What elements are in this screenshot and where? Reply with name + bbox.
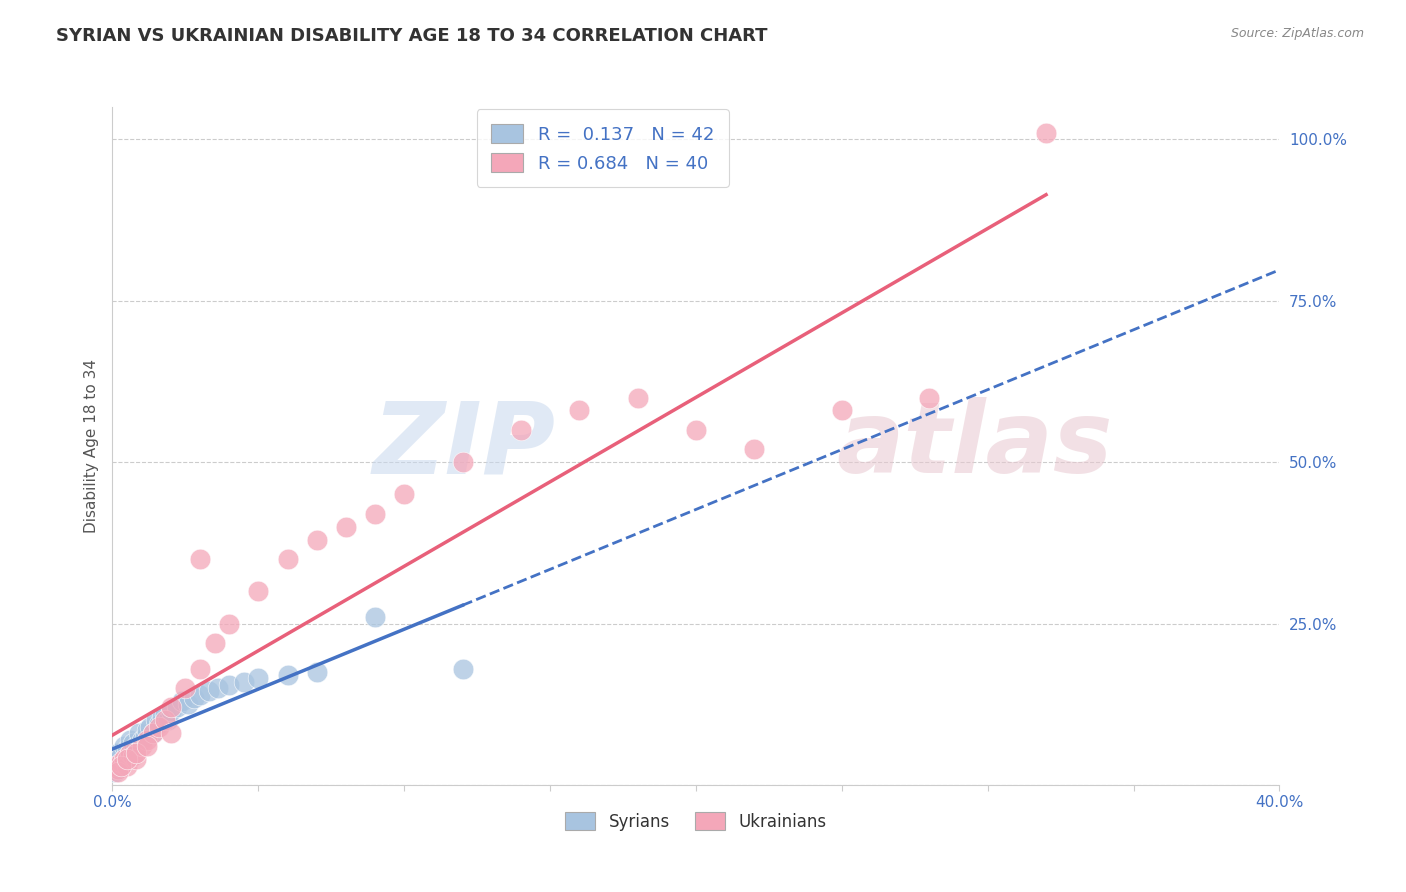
Point	[118, 732, 141, 747]
Point	[150, 710, 173, 724]
Point	[118, 746, 141, 760]
Point	[122, 748, 145, 763]
Point	[160, 704, 183, 718]
Point	[145, 714, 167, 728]
Point	[188, 552, 211, 566]
Point	[107, 765, 129, 780]
Point	[188, 688, 211, 702]
Point	[305, 533, 328, 547]
Point	[207, 681, 229, 695]
Point	[174, 681, 197, 695]
Point	[568, 403, 591, 417]
Point	[107, 762, 129, 776]
Point	[177, 698, 200, 712]
Point	[509, 423, 531, 437]
Point	[115, 742, 138, 756]
Point	[110, 758, 132, 772]
Point	[125, 746, 148, 760]
Point	[107, 762, 129, 776]
Point	[107, 746, 129, 760]
Point	[160, 700, 183, 714]
Point	[112, 756, 135, 770]
Point	[394, 487, 416, 501]
Point	[183, 690, 205, 705]
Point	[451, 455, 474, 469]
Point	[831, 403, 853, 417]
Point	[364, 507, 387, 521]
Point	[1035, 126, 1057, 140]
Text: SYRIAN VS UKRAINIAN DISABILITY AGE 18 TO 34 CORRELATION CHART: SYRIAN VS UKRAINIAN DISABILITY AGE 18 TO…	[56, 27, 768, 45]
Legend: Syrians, Ukrainians: Syrians, Ukrainians	[558, 805, 834, 838]
Text: atlas: atlas	[837, 398, 1112, 494]
Point	[115, 752, 138, 766]
Point	[153, 714, 176, 728]
Point	[364, 610, 387, 624]
Point	[160, 726, 183, 740]
Point	[125, 752, 148, 766]
Point	[305, 665, 328, 679]
Point	[218, 678, 240, 692]
Point	[107, 752, 129, 766]
Point	[136, 732, 159, 747]
Point	[153, 706, 176, 721]
Point	[685, 423, 707, 437]
Point	[451, 662, 474, 676]
Point	[156, 714, 179, 728]
Point	[218, 616, 240, 631]
Point	[276, 552, 298, 566]
Point	[627, 391, 650, 405]
Point	[918, 391, 941, 405]
Point	[232, 674, 254, 689]
Point	[247, 672, 270, 686]
Point	[131, 739, 153, 754]
Point	[148, 720, 170, 734]
Point	[142, 726, 165, 740]
Point	[276, 668, 298, 682]
Point	[118, 746, 141, 760]
Point	[115, 752, 138, 766]
Point	[110, 758, 132, 772]
Point	[131, 732, 153, 747]
Point	[110, 748, 132, 763]
Point	[136, 723, 159, 737]
Point	[139, 720, 162, 734]
Point	[122, 748, 145, 763]
Point	[115, 758, 138, 772]
Text: ZIP: ZIP	[373, 398, 555, 494]
Point	[188, 662, 211, 676]
Point	[166, 700, 188, 714]
Point	[112, 739, 135, 754]
Point	[247, 584, 270, 599]
Y-axis label: Disability Age 18 to 34: Disability Age 18 to 34	[83, 359, 98, 533]
Point	[122, 736, 145, 750]
Point	[148, 716, 170, 731]
Point	[335, 519, 357, 533]
Point	[104, 758, 127, 772]
Point	[110, 756, 132, 770]
Point	[142, 726, 165, 740]
Point	[134, 730, 156, 744]
Point	[197, 684, 219, 698]
Point	[125, 739, 148, 754]
Point	[112, 752, 135, 766]
Text: Source: ZipAtlas.com: Source: ZipAtlas.com	[1230, 27, 1364, 40]
Point	[104, 758, 127, 772]
Point	[104, 765, 127, 780]
Point	[742, 442, 765, 457]
Point	[172, 694, 194, 708]
Point	[136, 739, 159, 754]
Point	[204, 636, 226, 650]
Point	[128, 726, 150, 740]
